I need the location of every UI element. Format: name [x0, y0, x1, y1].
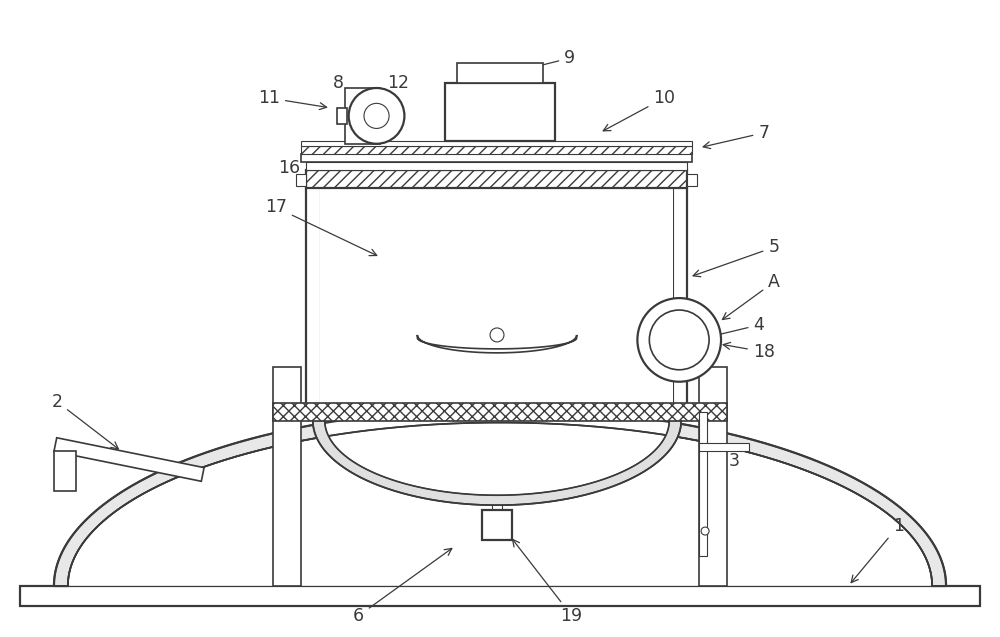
Text: 18: 18: [723, 343, 775, 361]
Text: 11: 11: [258, 89, 327, 110]
Bar: [445, 83, 555, 141]
Text: 6: 6: [353, 548, 452, 625]
Bar: [699, 443, 749, 452]
Text: 10: 10: [603, 89, 675, 131]
Bar: [306, 169, 687, 187]
Circle shape: [637, 298, 721, 382]
Bar: [301, 141, 692, 146]
Bar: [337, 108, 347, 124]
Text: 3: 3: [713, 452, 739, 470]
Text: 16: 16: [278, 159, 327, 177]
Polygon shape: [325, 420, 669, 495]
Polygon shape: [313, 420, 681, 505]
Text: 7: 7: [703, 124, 769, 148]
Circle shape: [490, 328, 504, 342]
Bar: [699, 367, 727, 586]
Text: 5: 5: [693, 238, 779, 276]
Bar: [54, 452, 76, 491]
Circle shape: [701, 527, 709, 535]
Text: A: A: [722, 273, 780, 320]
Text: 1: 1: [851, 517, 904, 583]
Bar: [301, 146, 692, 154]
Bar: [320, 187, 673, 403]
Bar: [345, 88, 380, 144]
Bar: [687, 174, 697, 185]
Polygon shape: [68, 422, 932, 586]
Text: 9: 9: [514, 49, 575, 74]
Text: 2: 2: [51, 392, 118, 449]
Bar: [273, 403, 727, 420]
Bar: [679, 332, 699, 348]
Circle shape: [364, 103, 389, 129]
Bar: [457, 63, 543, 83]
Bar: [306, 162, 687, 169]
Text: 17: 17: [265, 199, 377, 255]
Bar: [20, 586, 980, 606]
Polygon shape: [54, 438, 204, 482]
Text: 8: 8: [333, 74, 363, 105]
Bar: [296, 174, 306, 185]
Bar: [699, 412, 707, 556]
Polygon shape: [417, 335, 577, 353]
Bar: [301, 154, 692, 162]
Text: 19: 19: [513, 540, 583, 625]
Bar: [273, 367, 301, 586]
Circle shape: [649, 310, 709, 369]
Polygon shape: [54, 408, 946, 586]
Circle shape: [349, 88, 404, 144]
Text: 4: 4: [713, 316, 764, 338]
Bar: [482, 510, 512, 540]
Text: 12: 12: [387, 74, 409, 107]
